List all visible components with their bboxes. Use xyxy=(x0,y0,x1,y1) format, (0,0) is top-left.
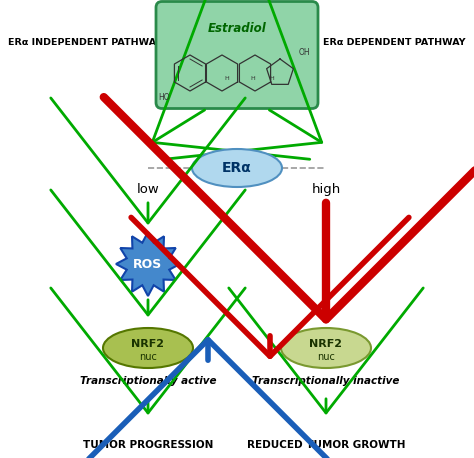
Ellipse shape xyxy=(192,149,282,187)
Polygon shape xyxy=(116,232,180,296)
Text: Transcriptionally active: Transcriptionally active xyxy=(80,376,216,386)
Text: high: high xyxy=(311,183,341,196)
Text: TUMOR PROGRESSION: TUMOR PROGRESSION xyxy=(83,440,213,450)
Text: low: low xyxy=(137,183,159,196)
Text: H: H xyxy=(270,76,274,81)
Text: REDUCED TUMOR GROWTH: REDUCED TUMOR GROWTH xyxy=(247,440,405,450)
Text: HO: HO xyxy=(158,93,170,102)
Text: ERα INDEPENDENT PATHWAY: ERα INDEPENDENT PATHWAY xyxy=(8,38,162,47)
Text: nuc: nuc xyxy=(317,352,335,362)
Text: OH: OH xyxy=(299,48,310,57)
FancyBboxPatch shape xyxy=(156,1,318,109)
Text: Transcriptionally inactive: Transcriptionally inactive xyxy=(252,376,400,386)
Ellipse shape xyxy=(281,328,371,368)
Text: ERα DEPENDENT PATHWAY: ERα DEPENDENT PATHWAY xyxy=(323,38,466,47)
Text: ROS: ROS xyxy=(133,257,163,271)
Ellipse shape xyxy=(103,328,193,368)
Text: H: H xyxy=(251,76,255,81)
Text: Estradiol: Estradiol xyxy=(208,22,266,34)
Text: ERα: ERα xyxy=(222,161,252,175)
Text: H: H xyxy=(225,76,229,81)
Text: NRF2: NRF2 xyxy=(310,339,343,349)
Text: NRF2: NRF2 xyxy=(131,339,164,349)
Text: nuc: nuc xyxy=(139,352,157,362)
